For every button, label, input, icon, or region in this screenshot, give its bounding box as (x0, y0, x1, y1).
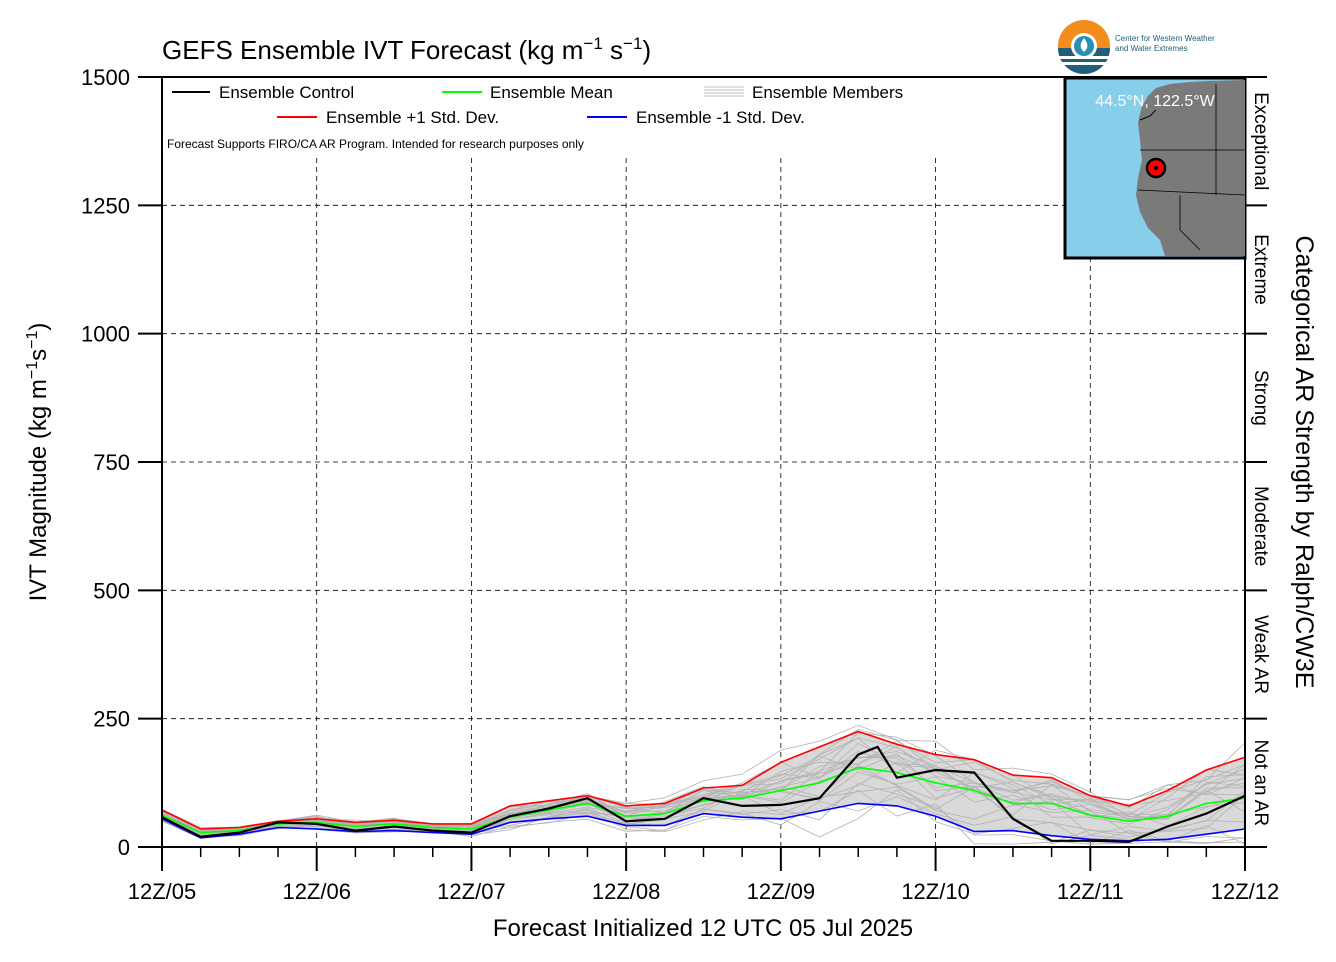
ar-category-label: Not an AR (1250, 739, 1271, 826)
plot-area: 0 250 500 750 1000 1250 1500 12Z/05 12Z/06 12Z/07… (81, 65, 1279, 904)
legend-item-mean: Ensemble Mean (442, 83, 613, 102)
svg-text:Ensemble Control: Ensemble Control (219, 83, 354, 102)
ensemble-member-line (161, 768, 1246, 836)
x-tick-label: 12Z/09 (747, 879, 816, 904)
ensemble-1-std-dev-line (161, 802, 1246, 842)
x-axis-label: Forecast Initialized 12 UTC 05 Jul 2025 (493, 915, 913, 942)
location-inset-map: 44.5°N, 122.5°W (1063, 76, 1247, 260)
svg-text:Ensemble +1 Std. Dev.: Ensemble +1 Std. Dev. (326, 108, 499, 127)
legend-item-minus-std: Ensemble -1 Std. Dev. (587, 108, 805, 127)
ensemble-spread-band (162, 731, 1245, 841)
ar-category-label: Moderate (1250, 486, 1271, 566)
location-label: 44.5°N, 122.5°W (1095, 93, 1215, 110)
y-tick-label: 750 (93, 450, 130, 475)
svg-text:and Water Extremes: and Water Extremes (1115, 44, 1188, 53)
right-axis-label: Categorical AR Strength by Ralph/CW3E (1290, 236, 1318, 689)
ar-category-label: Exceptional (1250, 92, 1271, 190)
svg-text:Ensemble -1 Std. Dev.: Ensemble -1 Std. Dev. (636, 108, 805, 127)
ar-category-label: Weak AR (1250, 615, 1271, 694)
ar-category-label: Extreme (1250, 234, 1271, 305)
legend-item-members: Ensemble Members (704, 83, 903, 102)
y-axis-label: IVT Magnitude (kg m−1s−1) (24, 323, 52, 602)
forecast-note: Forecast Supports FIRO/CA AR Program. In… (167, 137, 584, 151)
x-tick-label: 12Z/11 (1057, 879, 1124, 904)
svg-text:Ensemble Members: Ensemble Members (752, 83, 903, 102)
x-tick-label: 12Z/06 (282, 879, 351, 904)
x-tick-label: 12Z/12 (1211, 879, 1280, 904)
y-tick-label: 1500 (81, 65, 130, 90)
ensemble-member-line (161, 737, 1246, 834)
y-tick-label: 1000 (81, 322, 130, 347)
x-tick-label: 12Z/07 (437, 879, 506, 904)
cw3e-logo: Center for Western Weather and Water Ext… (1058, 20, 1215, 74)
legend: Ensemble Control Ensemble Mean Ensemble … (172, 83, 903, 127)
x-tick-label: 12Z/05 (128, 879, 197, 904)
y-tick-label: 0 (118, 835, 130, 860)
svg-text:Ensemble Mean: Ensemble Mean (490, 83, 613, 102)
ar-category-label: Strong (1250, 370, 1271, 426)
x-tick-label: 12Z/10 (901, 879, 970, 904)
x-tick-label: 12Z/08 (592, 879, 661, 904)
legend-item-control: Ensemble Control (172, 83, 354, 102)
y-tick-label: 250 (93, 707, 130, 732)
ensemble-member-line (161, 753, 1246, 832)
y-tick-label: 500 (93, 578, 130, 603)
legend-item-plus-std: Ensemble +1 Std. Dev. (277, 108, 499, 127)
ensemble-mean-line (161, 766, 1246, 834)
y-tick-label: 1250 (81, 193, 130, 218)
chart-title: GEFS Ensemble IVT Forecast (kg m−1 s−1) (162, 34, 651, 65)
ensemble-1-std-dev-line (161, 730, 1246, 830)
ensemble-control-line (161, 745, 1246, 844)
svg-text:Center for Western Weather: Center for Western Weather (1115, 34, 1215, 43)
